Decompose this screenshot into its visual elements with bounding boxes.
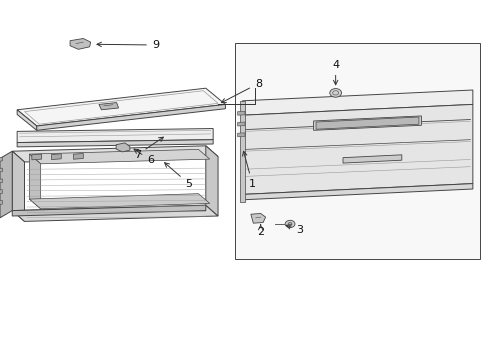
- Polygon shape: [17, 110, 37, 130]
- Polygon shape: [235, 43, 480, 259]
- Text: 9: 9: [97, 40, 159, 50]
- Polygon shape: [116, 143, 130, 152]
- Polygon shape: [74, 153, 83, 159]
- Polygon shape: [29, 149, 210, 164]
- Text: 6: 6: [134, 149, 154, 165]
- Text: 8: 8: [221, 78, 262, 103]
- Polygon shape: [70, 39, 91, 49]
- Polygon shape: [51, 154, 61, 159]
- Polygon shape: [238, 122, 245, 126]
- Circle shape: [288, 222, 292, 225]
- Polygon shape: [12, 205, 206, 216]
- Polygon shape: [37, 104, 225, 130]
- Polygon shape: [238, 133, 245, 137]
- Polygon shape: [316, 117, 419, 129]
- Polygon shape: [0, 179, 2, 183]
- Polygon shape: [32, 154, 42, 160]
- Polygon shape: [314, 116, 421, 130]
- Polygon shape: [12, 146, 218, 162]
- Polygon shape: [29, 194, 210, 209]
- Polygon shape: [29, 154, 41, 209]
- Polygon shape: [0, 190, 2, 194]
- Polygon shape: [12, 151, 24, 221]
- Polygon shape: [17, 129, 213, 143]
- Polygon shape: [238, 111, 245, 115]
- Polygon shape: [243, 184, 473, 200]
- Polygon shape: [12, 205, 218, 221]
- Polygon shape: [17, 140, 213, 147]
- Polygon shape: [0, 201, 2, 204]
- Text: 3: 3: [286, 225, 303, 235]
- Circle shape: [330, 89, 342, 97]
- Polygon shape: [343, 155, 402, 163]
- Polygon shape: [17, 88, 225, 126]
- Polygon shape: [240, 101, 245, 202]
- Polygon shape: [0, 157, 2, 161]
- Polygon shape: [206, 146, 218, 216]
- Polygon shape: [0, 168, 2, 172]
- Text: 4: 4: [332, 60, 339, 85]
- Text: 7: 7: [134, 137, 163, 160]
- Polygon shape: [99, 103, 119, 110]
- Polygon shape: [251, 213, 266, 223]
- Text: 2: 2: [257, 224, 264, 237]
- Polygon shape: [243, 90, 473, 115]
- Circle shape: [285, 220, 295, 228]
- Polygon shape: [243, 104, 473, 194]
- Text: 5: 5: [165, 163, 192, 189]
- Polygon shape: [0, 151, 12, 218]
- Text: 1: 1: [243, 151, 256, 189]
